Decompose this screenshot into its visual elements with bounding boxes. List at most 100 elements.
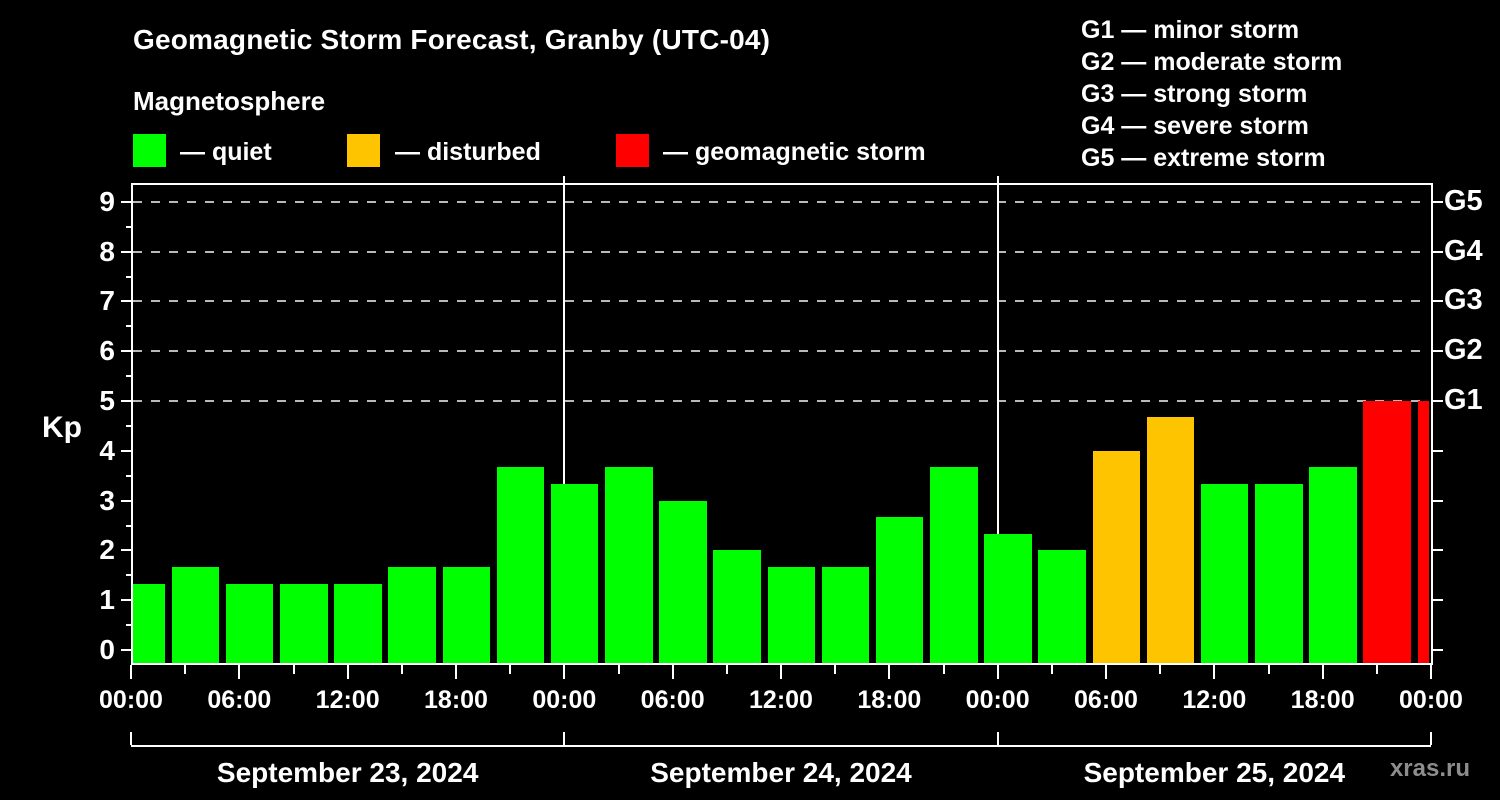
date-label: September 23, 2024 xyxy=(216,757,479,788)
axis-tick-bottom xyxy=(1430,665,1432,679)
date-bracket-tick xyxy=(130,732,132,745)
g-level-label: G2 xyxy=(1444,334,1483,367)
axis-tick-bottom xyxy=(1213,665,1216,679)
kp-bar xyxy=(821,566,870,663)
axis-tick-right xyxy=(1433,499,1443,502)
kp-bar xyxy=(334,583,382,663)
chart-title: Geomagnetic Storm Forecast, Granby (UTC-… xyxy=(133,24,771,55)
axis-tick-right xyxy=(1433,649,1443,651)
axis-tick-bottom xyxy=(617,665,620,674)
kp-bar xyxy=(496,467,545,663)
axis-tick-right xyxy=(1433,449,1443,452)
axis-tick-right xyxy=(1433,250,1443,253)
kp-bar xyxy=(171,566,220,663)
kp-bar xyxy=(442,566,490,663)
axis-tick-bottom xyxy=(1321,665,1324,679)
axis-tick-left-major xyxy=(121,250,131,253)
kp-bar xyxy=(930,467,978,663)
kp-bar xyxy=(1255,484,1303,663)
g-legend-item-g5: G5 — extreme storm xyxy=(1081,144,1326,172)
time-tick-label: 12:00 xyxy=(1182,686,1247,714)
day-separator xyxy=(996,185,999,663)
axis-tick-left-major xyxy=(121,400,131,402)
kp-bar xyxy=(767,566,815,663)
axis-tick-bottom xyxy=(1050,665,1053,674)
axis-tick-right xyxy=(1433,400,1443,402)
axis-tick-left-major xyxy=(121,300,131,303)
axis-tick-bottom xyxy=(238,665,241,679)
axis-tick-left-major xyxy=(121,649,131,651)
magnetosphere-label: Magnetosphere xyxy=(133,86,326,116)
date-label: September 24, 2024 xyxy=(650,757,912,788)
g-legend-item-g3: G3 — strong storm xyxy=(1081,80,1308,108)
y-tick-label: 0 xyxy=(99,634,115,665)
kp-bar xyxy=(1146,417,1195,663)
axis-tick-bottom xyxy=(942,665,945,674)
kp-bar xyxy=(605,467,653,663)
kp-bar xyxy=(1309,467,1357,663)
axis-tick-bottom xyxy=(888,665,891,679)
date-label: September 25, 2024 xyxy=(1083,757,1346,788)
axis-tick-left-major xyxy=(121,350,131,353)
axis-tick-left-minor xyxy=(126,474,131,477)
axis-tick-left-minor xyxy=(126,424,131,427)
legend-swatch-disturbed xyxy=(347,134,380,167)
kp-axis-title: Kp xyxy=(42,411,82,444)
axis-tick-left-major xyxy=(121,549,131,552)
y-tick-label: 2 xyxy=(99,534,115,566)
kp-bar xyxy=(225,583,274,663)
grid-line-g4 xyxy=(133,250,1429,253)
y-tick-label: 1 xyxy=(99,584,115,616)
kp-bar xyxy=(713,550,761,663)
date-bracket-tick xyxy=(996,732,999,745)
kp-bar xyxy=(133,583,165,663)
kp-bar xyxy=(659,500,707,663)
time-tick-label: 00:00 xyxy=(99,686,163,714)
g-level-label: G1 xyxy=(1444,384,1483,416)
axis-tick-bottom xyxy=(509,665,512,674)
kp-bar xyxy=(875,517,924,663)
time-tick-label: 12:00 xyxy=(749,686,813,714)
kp-bar xyxy=(1200,484,1249,663)
time-tick-label: 06:00 xyxy=(1074,686,1138,714)
axis-tick-left-major xyxy=(121,200,131,203)
axis-tick-bottom xyxy=(346,665,349,679)
kp-bar xyxy=(1092,450,1140,663)
plot-border xyxy=(131,183,1433,665)
axis-tick-left-minor xyxy=(126,325,131,328)
axis-tick-right xyxy=(1433,300,1443,303)
axis-tick-bottom xyxy=(184,665,187,674)
axis-tick-bottom xyxy=(1105,665,1107,679)
g-legend-item-g4: G4 — severe storm xyxy=(1081,112,1309,140)
axis-tick-left-minor xyxy=(126,624,131,627)
axis-tick-bottom xyxy=(996,665,999,679)
day-separator xyxy=(563,185,566,663)
axis-tick-right xyxy=(1433,200,1443,203)
watermark-xras: xras.ru xyxy=(1389,755,1470,782)
axis-tick-left-minor xyxy=(126,375,131,378)
legend-swatch-storm xyxy=(616,134,649,167)
axis-tick-bottom xyxy=(834,665,837,674)
axis-tick-right xyxy=(1433,599,1443,602)
axis-tick-left-minor xyxy=(126,574,131,577)
time-tick-label: 00:00 xyxy=(1399,686,1463,714)
y-tick-label: 3 xyxy=(99,484,115,516)
y-tick-label: 4 xyxy=(99,434,115,466)
grid-line-g2 xyxy=(133,350,1429,353)
time-tick-label: 12:00 xyxy=(315,686,380,714)
axis-tick-bottom xyxy=(671,665,674,679)
kp-bar xyxy=(550,484,599,663)
kp-bar xyxy=(1417,401,1429,663)
axis-tick-left-minor xyxy=(126,524,131,527)
axis-tick-left-major xyxy=(121,449,131,452)
axis-tick-left-major xyxy=(121,599,131,602)
legend-swatch-quiet xyxy=(133,134,166,167)
y-tick-label: 6 xyxy=(99,335,115,367)
axis-tick-bottom xyxy=(780,665,782,679)
g-level-label: G5 xyxy=(1444,184,1483,217)
axis-tick-right xyxy=(1433,549,1443,552)
axis-tick-left-minor xyxy=(126,275,131,278)
time-tick-label: 00:00 xyxy=(965,686,1030,714)
axis-tick-bottom xyxy=(1159,665,1162,674)
